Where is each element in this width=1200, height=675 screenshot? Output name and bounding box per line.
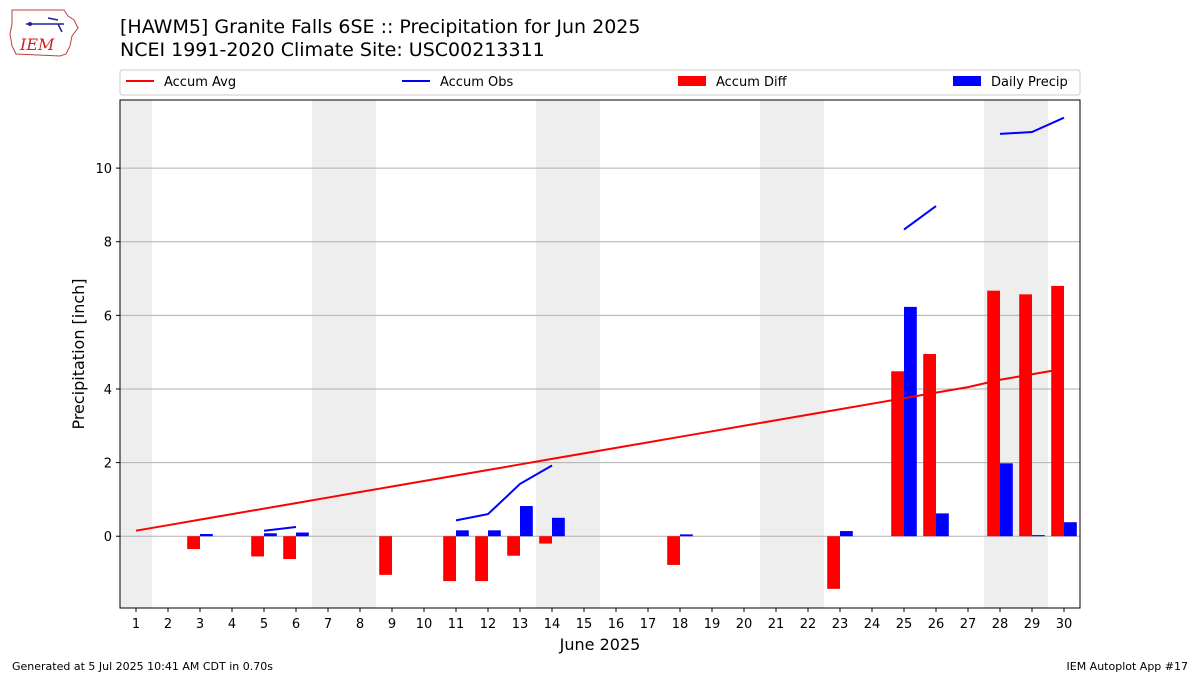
y-tick-label-6: 6 (104, 309, 112, 324)
legend-box (119, 69, 1081, 96)
daily-precip-bar-day-29 (1032, 535, 1045, 537)
x-tick-label-28: 28 (992, 617, 1009, 632)
daily-precip-bar-day-30 (1064, 522, 1077, 537)
y-axis-label: Precipitation [inch] (69, 278, 88, 429)
weekend-shade-day-22 (792, 100, 824, 608)
x-tick-label-29: 29 (1024, 617, 1041, 632)
y-gridlines (120, 167, 1080, 537)
x-axis-label: June 2025 (559, 635, 641, 654)
daily-precip-bar-day-14 (552, 517, 565, 537)
lines (135, 116, 1065, 532)
legend-label-daily-precip: Daily Precip (991, 75, 1068, 90)
accum-obs-line-segment-3 (903, 205, 937, 231)
weekend-shade-day-1 (120, 100, 152, 608)
x-tick-label-11: 11 (448, 617, 465, 632)
chart-title: [HAWM5] Granite Falls 6SE :: Precipitati… (120, 16, 641, 38)
weekend-shade-day-21 (760, 100, 792, 608)
accum-diff-bar-day-3 (187, 536, 200, 550)
accum-diff-bar-day-12 (475, 536, 488, 582)
generated-timestamp: Generated at 5 Jul 2025 10:41 AM CDT in … (12, 660, 273, 673)
x-tick-label-1: 1 (132, 617, 140, 632)
x-tick-label-20: 20 (736, 617, 753, 632)
daily-precip-bar-day-5 (264, 533, 277, 537)
accum-avg-line-segment-1 (135, 367, 1065, 532)
accum-diff-bar-day-18 (667, 536, 680, 565)
daily-precip-bar-day-23 (840, 531, 853, 537)
x-tick-label-17: 17 (640, 617, 657, 632)
weekend-shading (120, 100, 1048, 608)
svg-text:IEM: IEM (19, 35, 55, 54)
x-tick-label-3: 3 (196, 617, 204, 632)
accum-obs-line-segment-4 (999, 116, 1065, 135)
x-tick-label-30: 30 (1056, 617, 1073, 632)
accum-diff-bar-day-11 (443, 536, 456, 582)
accum-obs-line-segment-1 (263, 526, 297, 532)
daily-precip-bar-day-18 (680, 534, 693, 537)
accum-diff-bar-day-6 (283, 536, 296, 560)
weekend-shade-day-15 (568, 100, 600, 608)
y-tick-label-2: 2 (104, 457, 112, 472)
daily-precip-bar-day-26 (936, 513, 949, 537)
x-tick-label-12: 12 (480, 617, 497, 632)
accum-diff-bar-day-23 (827, 536, 840, 589)
x-tick-label-27: 27 (960, 617, 977, 632)
accum-diff-bar-day-28 (987, 290, 1000, 537)
legend-swatch-daily-precip (953, 76, 981, 86)
x-tick-label-7: 7 (324, 617, 332, 632)
x-tick-label-8: 8 (356, 617, 364, 632)
daily-precip-bar-day-6 (296, 532, 309, 537)
legend-label-accum-diff: Accum Diff (716, 75, 788, 90)
accum-diff-bar-day-5 (251, 536, 264, 557)
accum-diff-bar-day-9 (379, 536, 392, 575)
daily-precip-bar-day-12 (488, 530, 501, 537)
weekend-shade-day-7 (312, 100, 344, 608)
legend-swatch-accum-diff (678, 76, 706, 86)
x-tick-label-4: 4 (228, 617, 236, 632)
accum-obs-line-segment-2 (455, 464, 553, 522)
iem-logo: IEM (9, 9, 79, 57)
legend-label-accum-avg: Accum Avg (164, 75, 236, 90)
x-tick-label-23: 23 (832, 617, 849, 632)
x-tick-label-10: 10 (416, 617, 433, 632)
accum-diff-bar-day-13 (507, 536, 520, 556)
accum-diff-bar-day-30 (1051, 285, 1064, 537)
daily-precip-bar-day-13 (520, 506, 533, 537)
x-tick-label-15: 15 (576, 617, 593, 632)
x-tick-label-13: 13 (512, 617, 529, 632)
accum-diff-bar-day-29 (1019, 294, 1032, 537)
x-tick-label-9: 9 (388, 617, 396, 632)
bars (187, 285, 1077, 589)
x-tick-label-19: 19 (704, 617, 721, 632)
legend-label-accum-obs: Accum Obs (440, 75, 513, 90)
daily-precip-bar-day-28 (1000, 463, 1013, 537)
accum-diff-bar-day-25 (891, 371, 904, 537)
x-tick-label-24: 24 (864, 617, 881, 632)
x-tick-label-26: 26 (928, 617, 945, 632)
x-tick-label-14: 14 (544, 617, 561, 632)
accum-diff-bar-day-14 (539, 536, 552, 544)
x-tick-label-6: 6 (292, 617, 300, 632)
daily-precip-bar-day-3 (200, 534, 213, 537)
legend: Accum Avg Accum Obs Accum Diff Daily Precip (119, 69, 1081, 96)
chart-subtitle: NCEI 1991-2020 Climate Site: USC00213311 (120, 39, 545, 61)
x-tick-label-21: 21 (768, 617, 785, 632)
y-tick-label-0: 0 (104, 530, 112, 545)
app-id: IEM Autoplot App #17 (1066, 660, 1189, 673)
plot-frame (119, 99, 1081, 609)
x-tick-label-16: 16 (608, 617, 625, 632)
x-tick-label-2: 2 (164, 617, 172, 632)
daily-precip-bar-day-25 (904, 306, 917, 537)
y-tick-label-4: 4 (104, 383, 112, 398)
y-tick-label-8: 8 (104, 236, 112, 251)
weekend-shade-day-8 (344, 100, 376, 608)
x-tick-label-5: 5 (260, 617, 268, 632)
x-tick-label-22: 22 (800, 617, 817, 632)
y-tick-label-10: 10 (95, 162, 112, 177)
x-tick-label-25: 25 (896, 617, 913, 632)
daily-precip-bar-day-11 (456, 530, 469, 537)
x-tick-label-18: 18 (672, 617, 689, 632)
accum-diff-bar-day-26 (923, 354, 936, 537)
